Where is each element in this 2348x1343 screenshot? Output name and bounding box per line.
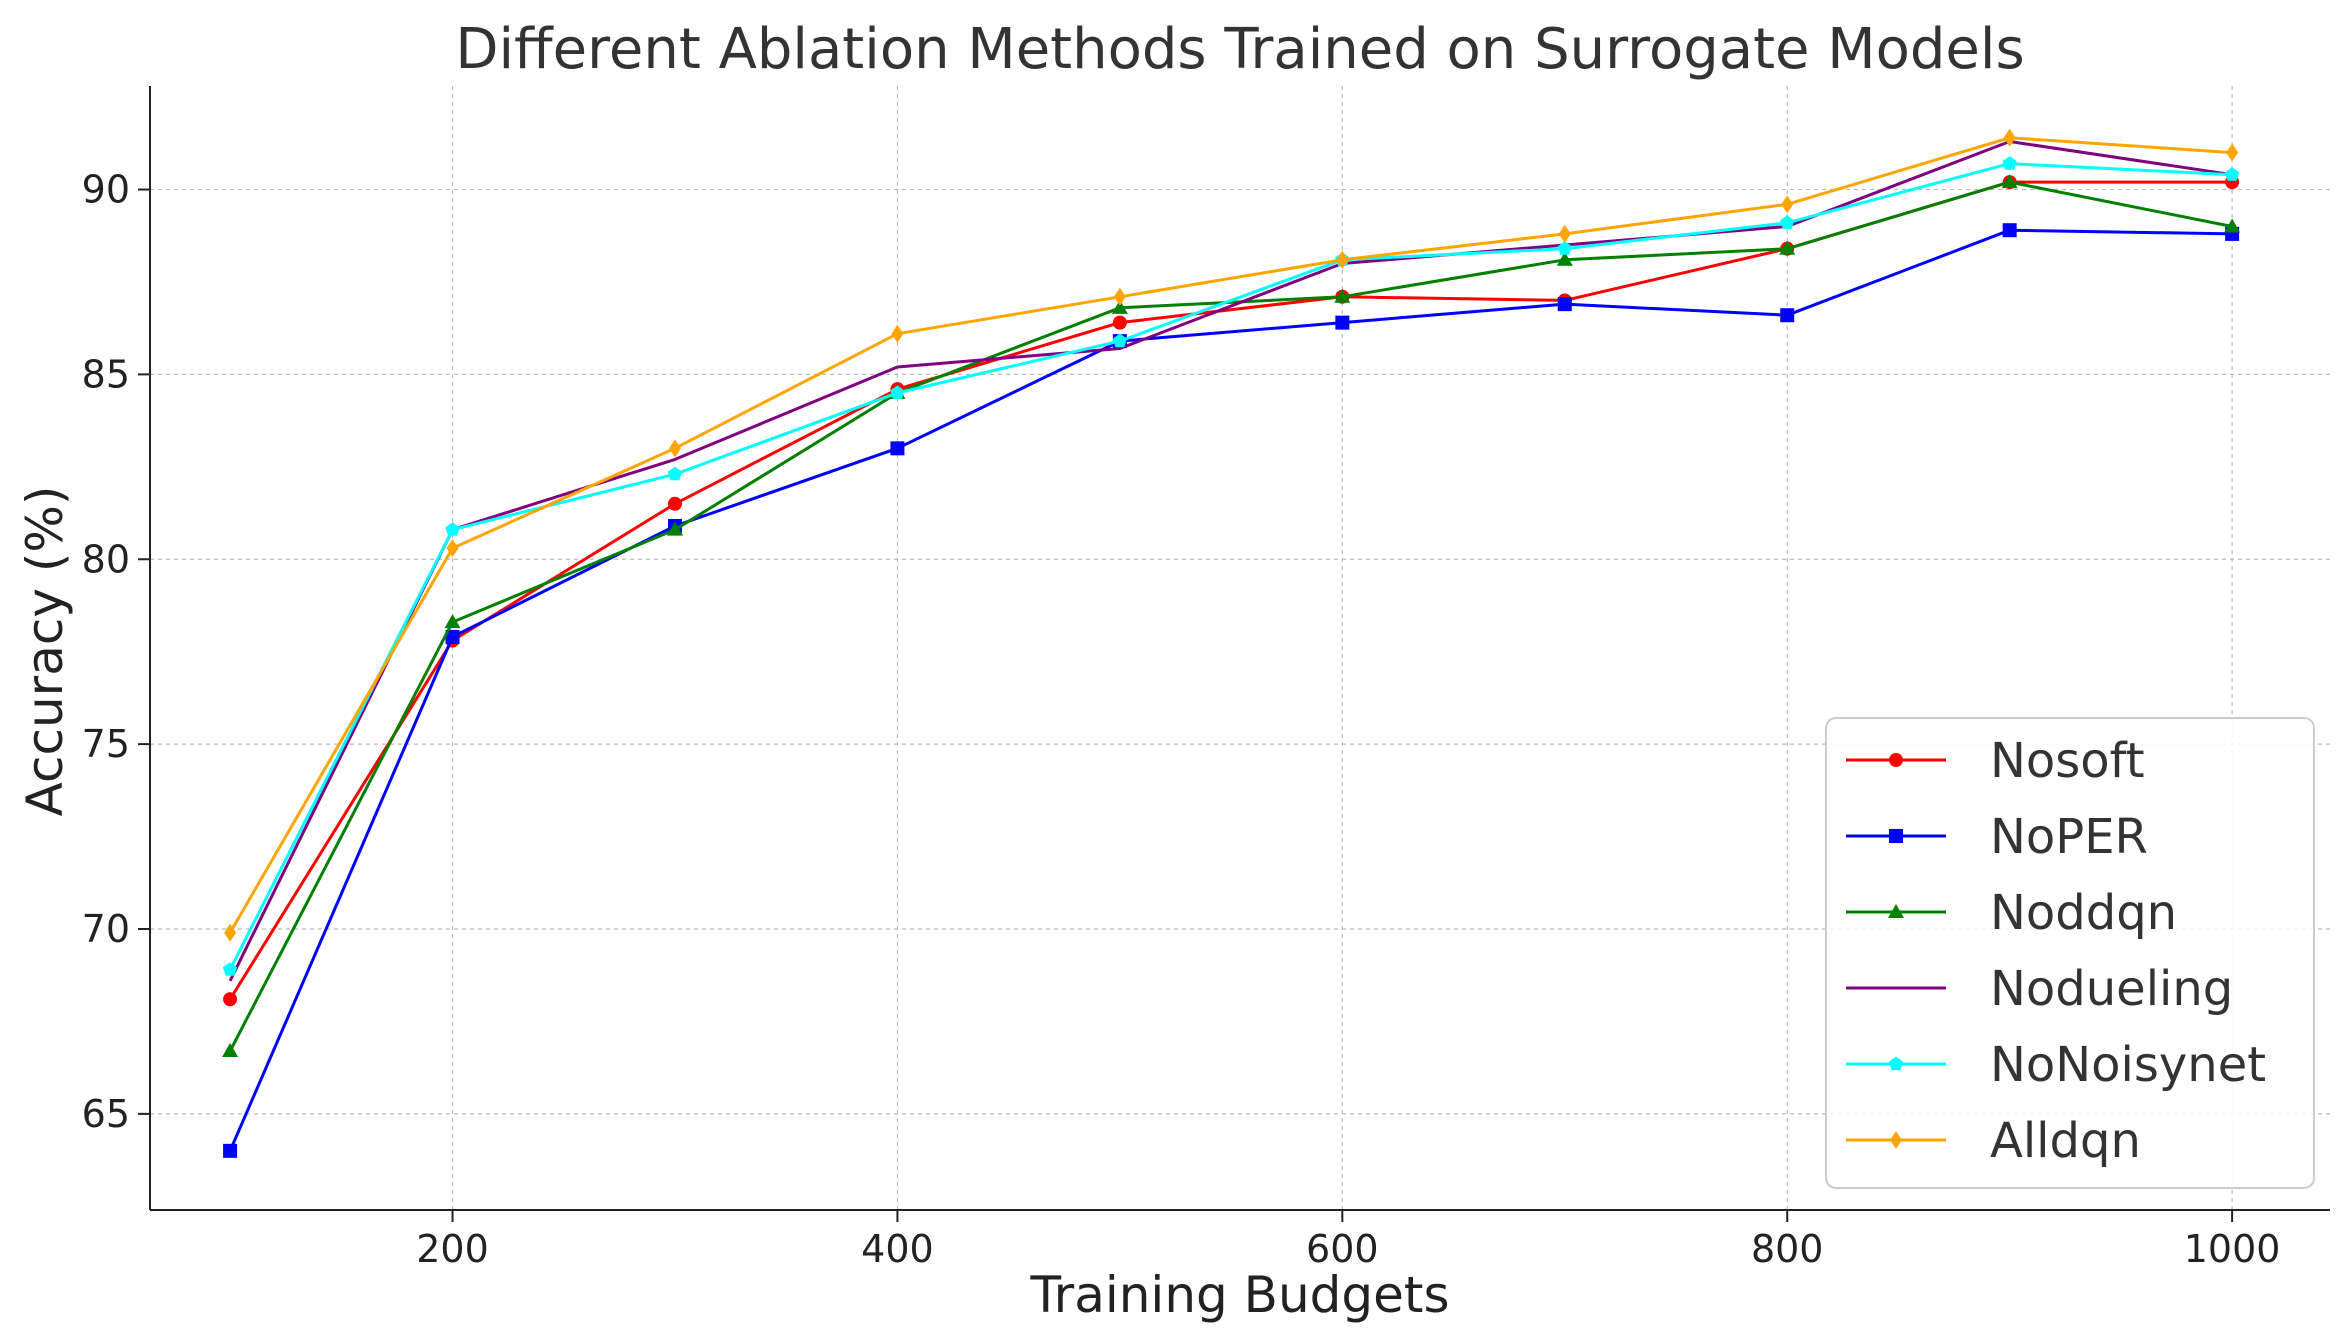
data-point-nonoisynet [890,385,905,399]
legend-label: NoNoisynet [1990,1037,2266,1093]
x-axis-label: Training Budgets [1029,1266,1449,1324]
data-point-nonoisynet [1780,215,1795,229]
data-point-alldqn [224,923,237,942]
y-axis-label: Accuracy (%) [16,486,74,817]
data-point-noddqn [1556,251,1573,266]
x-axis-ticks: 200 400 600 800 1000 [416,1210,2280,1271]
axes [149,86,2330,1211]
data-point-noper [1780,308,1795,323]
series-nodueling [228,140,2233,982]
legend-item-nodueling: Nodueling [1846,961,2233,1017]
x-tick-label: 1000 [2184,1227,2281,1271]
data-point-noddqn [2001,174,2018,189]
legend-marker [1888,1056,1904,1071]
data-point-nonoisynet [667,466,683,481]
x-tick-label: 800 [1751,1227,1824,1271]
data-point-noper [445,629,460,644]
legend-marker [1889,829,1903,843]
x-tick-label: 600 [1306,1227,1379,1271]
series-noddqn [222,174,2241,1058]
data-point-alldqn [1113,287,1126,306]
data-point-noper [890,441,905,456]
series-group [222,128,2241,1158]
data-point-nosoft [223,992,238,1007]
data-point-noddqn [1111,299,1128,314]
data-point-nonoisynet [1557,241,1572,255]
data-point-nonoisynet [2225,167,2240,181]
series-alldqn [224,128,2239,942]
series-line-noper [228,228,2233,1152]
series-line-nodueling [228,140,2233,982]
chart-title: Different Ablation Methods Trained on Su… [455,17,2024,82]
data-point-noper [223,1143,238,1158]
legend-item-noper: NoPER [1846,809,2148,865]
data-point-noddqn [666,521,683,536]
y-tick-label: 70 [82,907,130,951]
legend-box [1825,717,2315,1189]
series-nonoisynet [222,156,2240,976]
data-point-nonoisynet [2002,156,2017,170]
legend-label: Nodueling [1990,961,2233,1017]
series-line-noddqn [228,180,2233,1052]
y-tick-label: 80 [82,537,130,581]
legend-label: NoPER [1990,809,2148,865]
data-point-nonoisynet [445,522,460,536]
legend-item-nosoft: Nosoft [1846,733,2145,789]
data-point-noper [1557,297,1572,312]
data-point-noddqn [1779,240,1796,255]
legend-label: Noddqn [1990,885,2177,941]
data-point-noddqn [1334,288,1351,303]
y-tick-label: 90 [82,168,130,212]
series-line-nonoisynet [228,162,2233,971]
legend-item-alldqn: Alldqn [1846,1113,2141,1169]
legend-marker [1890,1131,1902,1149]
data-point-noper [2002,223,2017,238]
data-point-alldqn [446,539,459,558]
data-point-nonoisynet [1112,333,1127,348]
data-point-alldqn [2226,143,2239,162]
data-point-alldqn [2003,128,2016,147]
legend-marker [1889,753,1903,767]
data-point-nosoft [667,496,682,511]
series-line-alldqn [228,136,2233,934]
data-point-alldqn [1781,195,1794,214]
data-point-alldqn [891,324,904,343]
data-point-alldqn [668,439,681,458]
x-tick-label: 200 [416,1227,489,1271]
legend-label: Alldqn [1990,1113,2141,1169]
legend-item-noddqn: Noddqn [1846,885,2177,941]
data-point-nosoft [1112,315,1127,330]
legend: Nosoft NoPER Noddqn Nodueling NoNoisynet Alld… [1825,717,2315,1189]
y-tick-label: 75 [82,722,130,766]
legend-marker [1888,904,1904,918]
legend-label: Nosoft [1990,733,2145,789]
data-point-noddqn [222,1043,239,1058]
data-point-alldqn [1336,250,1349,269]
y-axis-ticks: 65 70 75 80 85 90 [82,168,150,1136]
data-point-noddqn [444,614,461,629]
data-point-nonoisynet [222,962,238,976]
data-point-noddqn [2224,218,2241,233]
x-tick-label: 400 [861,1227,934,1271]
data-point-alldqn [1558,224,1571,243]
data-point-noper [1335,315,1350,330]
y-tick-label: 85 [82,352,130,396]
legend-item-nonoisynet: NoNoisynet [1846,1037,2266,1093]
y-tick-label: 65 [82,1092,130,1136]
